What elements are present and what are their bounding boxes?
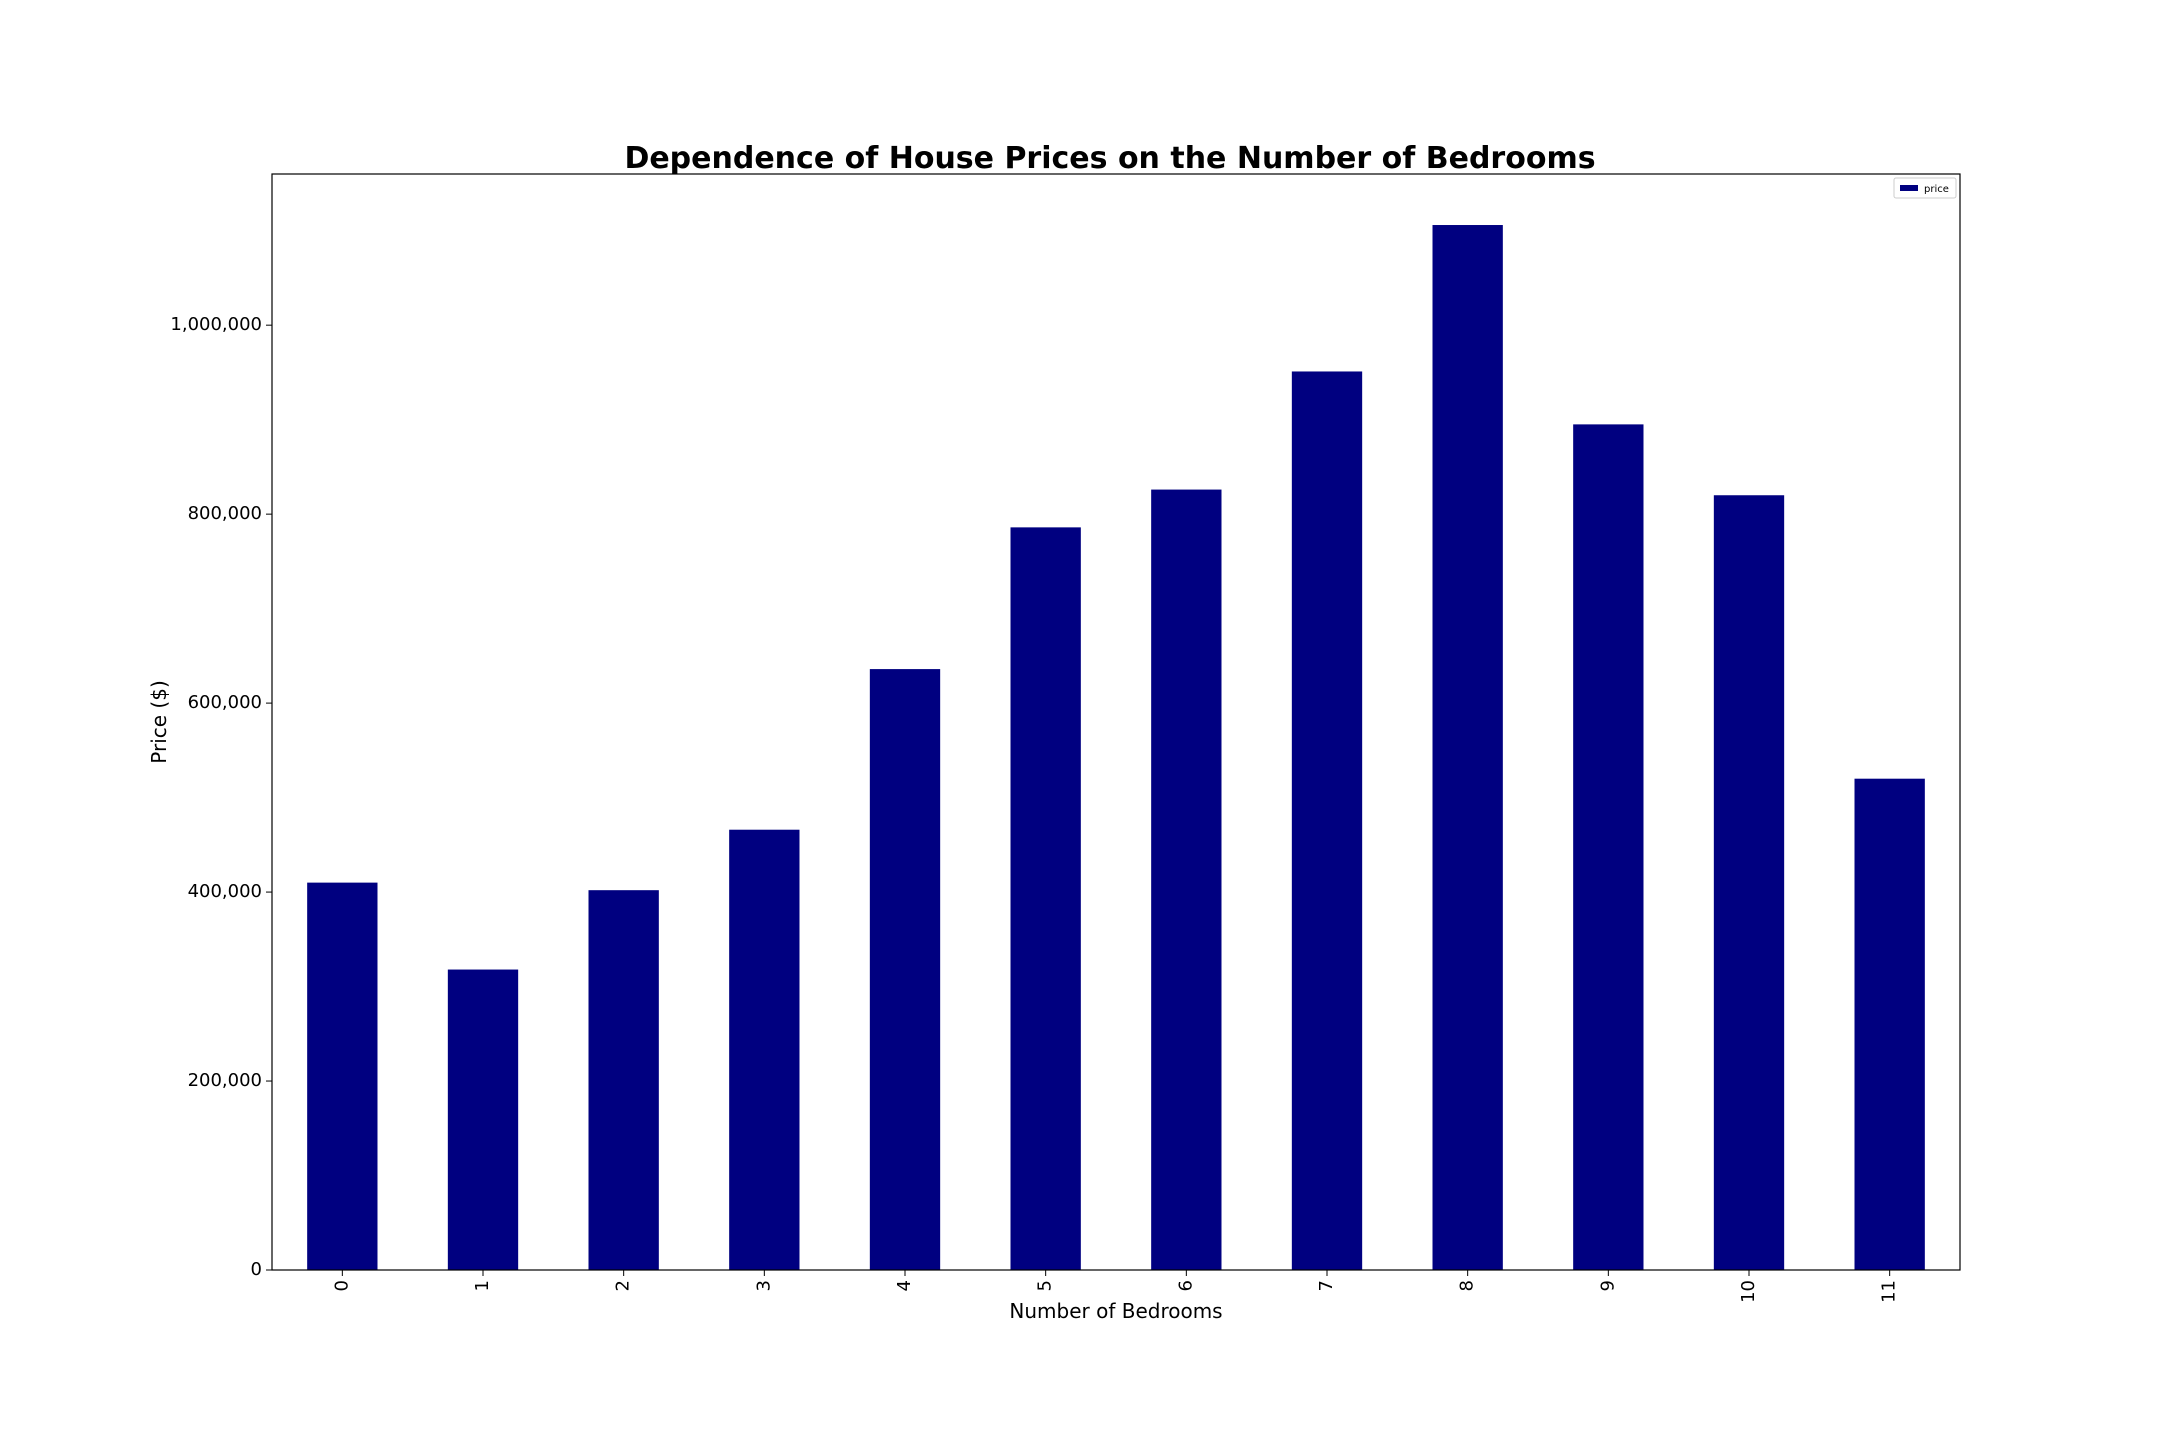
bar-8 — [1432, 225, 1503, 1270]
bar-3 — [729, 829, 800, 1270]
plot-area-frame — [271, 173, 1961, 1271]
bar-1 — [447, 969, 519, 1270]
y-tick-label: 800,000 — [188, 503, 262, 524]
bar-5 — [1010, 527, 1081, 1270]
bar-11 — [1854, 778, 1925, 1270]
y-tick-label: 200,000 — [188, 1070, 262, 1091]
x-tick-label: 5 — [1035, 1280, 1056, 1291]
y-tick-label: 1,000,000 — [170, 314, 262, 335]
x-tick-label: 1 — [472, 1280, 493, 1291]
x-tick-label: 11 — [1879, 1280, 1900, 1303]
bar-4 — [869, 669, 941, 1270]
legend-label: price — [1924, 184, 1949, 195]
bar-0 — [307, 882, 378, 1270]
x-tick-label: 8 — [1457, 1280, 1478, 1291]
y-tick-label: 400,000 — [188, 881, 262, 902]
x-axis-label: Number of Bedrooms — [1009, 1299, 1222, 1323]
bar-2 — [588, 890, 659, 1270]
chart-title: Dependence of House Prices on the Number… — [624, 141, 1595, 176]
x-tick-label: 3 — [753, 1280, 774, 1291]
y-tick-label: 600,000 — [188, 692, 262, 713]
y-axis-ticks: 0 200,000 400,000 600,000 800,000 1,000,000 — [170, 314, 272, 1280]
legend: price — [1893, 177, 1957, 199]
x-tick-label: 6 — [1175, 1280, 1196, 1291]
y-axis-label: Price ($) — [147, 680, 171, 763]
bar-6 — [1151, 489, 1222, 1271]
x-tick-label: 10 — [1738, 1280, 1759, 1303]
x-tick-label: 0 — [331, 1280, 352, 1291]
y-tick-label: 0 — [251, 1259, 262, 1280]
legend-box — [1893, 177, 1957, 199]
x-tick-label: 4 — [894, 1280, 915, 1291]
bar-7 — [1291, 371, 1363, 1270]
x-axis-ticks: 0 1 2 3 4 5 6 7 8 9 10 11 — [331, 1270, 1900, 1303]
x-tick-label: 9 — [1597, 1280, 1618, 1291]
x-tick-label: 2 — [613, 1280, 634, 1291]
x-tick-label: 7 — [1316, 1280, 1337, 1291]
bar-9 — [1573, 424, 1644, 1271]
bar-10 — [1713, 495, 1785, 1270]
legend-swatch — [1900, 185, 1918, 191]
bar-group — [307, 225, 1925, 1271]
